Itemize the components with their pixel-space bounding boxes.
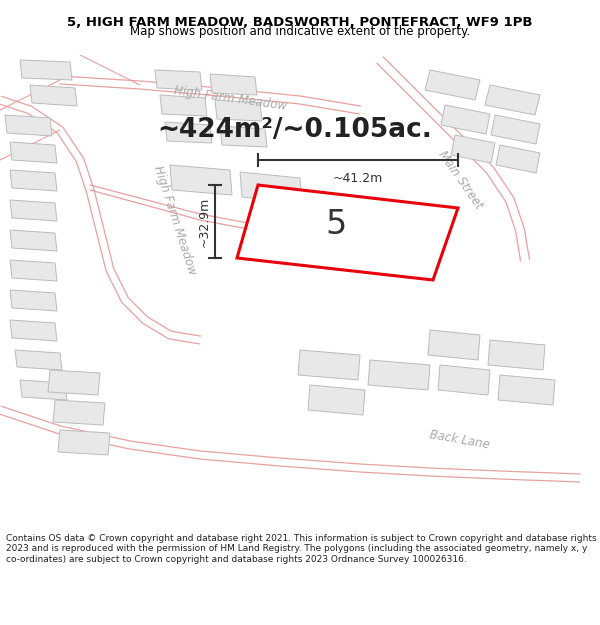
Polygon shape	[240, 172, 302, 203]
Polygon shape	[170, 165, 232, 195]
Polygon shape	[5, 115, 52, 136]
Polygon shape	[58, 430, 110, 455]
Polygon shape	[48, 370, 100, 395]
Text: ~424m²/~0.105ac.: ~424m²/~0.105ac.	[158, 117, 433, 143]
Text: Back Lane: Back Lane	[429, 428, 491, 452]
Polygon shape	[20, 60, 72, 80]
Text: Main Street: Main Street	[435, 148, 485, 212]
Text: High Farm Meadow: High Farm Meadow	[151, 164, 199, 276]
Polygon shape	[15, 350, 62, 370]
Polygon shape	[496, 145, 540, 173]
Polygon shape	[425, 70, 480, 100]
Polygon shape	[30, 85, 77, 106]
Polygon shape	[220, 126, 267, 147]
Text: Map shows position and indicative extent of the property.: Map shows position and indicative extent…	[130, 26, 470, 39]
Text: 5, HIGH FARM MEADOW, BADSWORTH, PONTEFRACT, WF9 1PB: 5, HIGH FARM MEADOW, BADSWORTH, PONTEFRA…	[67, 16, 533, 29]
Polygon shape	[10, 230, 57, 251]
Polygon shape	[215, 100, 262, 121]
Text: High Farm Meadow: High Farm Meadow	[173, 84, 287, 112]
Polygon shape	[20, 380, 67, 400]
Polygon shape	[237, 185, 458, 280]
Polygon shape	[10, 290, 57, 311]
Polygon shape	[53, 400, 105, 425]
Polygon shape	[10, 170, 57, 191]
Text: 5: 5	[326, 208, 347, 241]
Polygon shape	[438, 365, 490, 395]
Polygon shape	[451, 135, 495, 163]
Polygon shape	[10, 200, 57, 221]
Text: ~41.2m: ~41.2m	[333, 172, 383, 185]
Polygon shape	[488, 340, 545, 370]
Polygon shape	[165, 122, 212, 143]
Polygon shape	[155, 70, 202, 90]
Polygon shape	[428, 330, 480, 360]
Polygon shape	[10, 142, 57, 163]
Polygon shape	[210, 74, 257, 95]
Polygon shape	[491, 115, 540, 144]
Polygon shape	[10, 260, 57, 281]
Text: ~32.9m: ~32.9m	[198, 196, 211, 247]
Polygon shape	[160, 95, 207, 116]
Text: Contains OS data © Crown copyright and database right 2021. This information is : Contains OS data © Crown copyright and d…	[6, 534, 596, 564]
Polygon shape	[10, 320, 57, 341]
Polygon shape	[485, 85, 540, 115]
Polygon shape	[298, 350, 360, 380]
Polygon shape	[441, 105, 490, 134]
Polygon shape	[308, 385, 365, 415]
Polygon shape	[368, 360, 430, 390]
Polygon shape	[498, 375, 555, 405]
